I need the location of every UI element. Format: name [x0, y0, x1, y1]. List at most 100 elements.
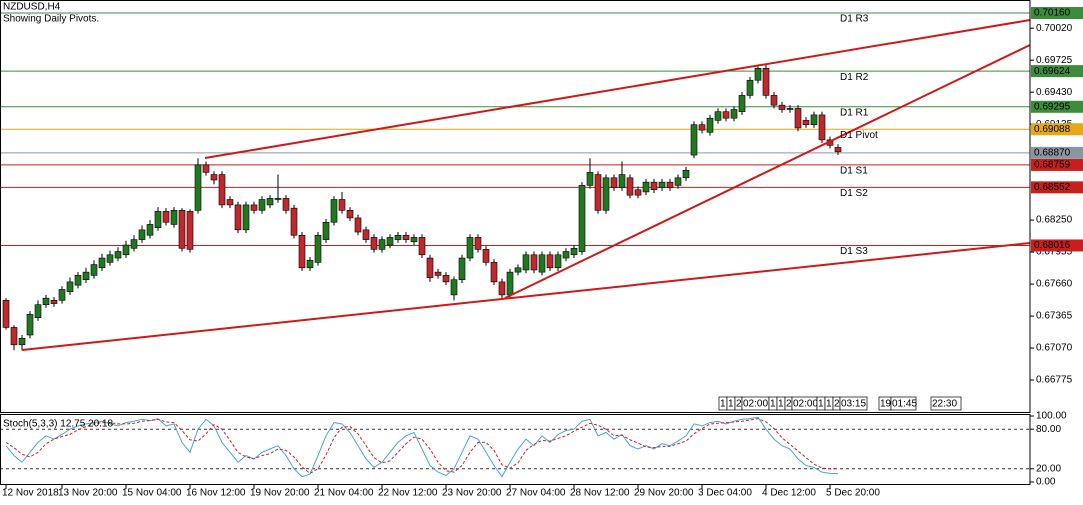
candle-body [2, 300, 10, 328]
session-label: 02:00 [793, 399, 818, 410]
candle-body [178, 210, 186, 249]
candle-body [386, 237, 394, 246]
candle-body [218, 174, 226, 206]
x-tick-label: 29 Nov 20:00 [634, 488, 694, 499]
candle-body [482, 249, 490, 263]
x-tick-label: 15 Nov 04:00 [122, 488, 182, 499]
candle-body [514, 267, 522, 273]
candle-body [530, 254, 538, 271]
pivot-price-label: 0.69624 [1034, 66, 1071, 77]
y-tick-label: 0.67660 [1036, 279, 1073, 290]
y-tick-label: 80.00 [1036, 424, 1061, 435]
candle-body [242, 204, 250, 231]
pivot-price-box [1031, 7, 1083, 20]
candle-body [410, 237, 418, 243]
candle-body [506, 271, 514, 296]
candle-body [738, 95, 746, 112]
candle-body [770, 95, 778, 106]
candle-body [18, 337, 26, 346]
session-label: 2 [736, 399, 742, 410]
candle-body [562, 251, 570, 259]
candle-body [146, 224, 154, 236]
candle-body [234, 204, 242, 231]
chart-title: NZDUSD,H4 [3, 2, 61, 13]
candle-body [778, 104, 786, 110]
candle-body [34, 304, 42, 318]
candle-body [674, 177, 682, 186]
candle-body [578, 185, 586, 252]
trendline [504, 44, 1031, 299]
x-tick-label: 4 Dec 12:00 [762, 488, 816, 499]
candle-body [298, 234, 306, 269]
candle-body [586, 172, 594, 186]
candle-body [658, 181, 666, 188]
candle-body [122, 244, 130, 256]
candle-body [346, 210, 354, 219]
stoch-line [5, 416, 839, 478]
candle-body [450, 279, 458, 296]
session-label: 1 [818, 399, 824, 410]
pivot-price-box [1031, 181, 1083, 194]
y-tick-label: 0.66775 [1036, 375, 1073, 386]
y-tick-label: 0.69725 [1036, 55, 1073, 66]
x-tick-label: 12 Nov 2018 [2, 488, 59, 499]
candle-body [802, 120, 810, 125]
candle-body [442, 275, 450, 283]
y-tick-label: 0.00 [1036, 477, 1056, 488]
candle-body [490, 262, 498, 283]
candle-body [362, 229, 370, 240]
session-label: 1 [826, 399, 832, 410]
candle-body [626, 177, 634, 196]
stoch-line [5, 418, 839, 475]
stoch-frame [0, 414, 1031, 485]
levels-layer [0, 12, 1034, 483]
candle-body [170, 210, 178, 225]
candle-body [602, 177, 610, 211]
pivot-price-box [1031, 65, 1083, 78]
pivot-name: D1 R3 [840, 14, 869, 25]
candle-body [210, 174, 218, 181]
candle-body [402, 234, 410, 240]
candles-layer [2, 65, 842, 478]
candle-body [338, 199, 346, 211]
candle-body [98, 257, 106, 269]
candle-body [538, 254, 546, 273]
session-label: 1 [778, 399, 784, 410]
pivot-price-box [1031, 239, 1083, 252]
candle-body [290, 207, 298, 236]
candle-body [282, 198, 290, 211]
candle-body [474, 237, 482, 250]
candle-body [26, 314, 34, 336]
candle-body [50, 300, 58, 304]
candle-body [58, 289, 66, 301]
candle-body [226, 199, 234, 206]
x-tick-label: 3 Dec 04:00 [698, 488, 752, 499]
pivot-price-label: 0.68016 [1034, 240, 1071, 251]
candle-body [682, 169, 690, 179]
trendline [204, 19, 1031, 159]
candle-body [546, 254, 554, 269]
candle-body [594, 174, 602, 211]
session-label: 2 [786, 399, 792, 410]
candle-body [650, 181, 658, 191]
candle-body [106, 254, 114, 263]
candle-body [554, 254, 562, 269]
y-tick-label: 0.67955 [1036, 247, 1073, 258]
main-frame [0, 0, 1031, 413]
y-tick-label: 0.70020 [1036, 23, 1073, 34]
candle-body [154, 211, 162, 228]
x-tick-label: 21 Nov 04:00 [314, 488, 374, 499]
candle-body [378, 239, 386, 250]
candle-body [10, 327, 18, 346]
candle-body [130, 239, 138, 249]
candle-body [314, 234, 322, 263]
candle-body [730, 109, 738, 119]
candle-body [306, 259, 314, 269]
candle-body [162, 211, 170, 223]
y-tick-label: 20.00 [1036, 463, 1061, 474]
candle-body [794, 108, 802, 129]
candle-body [698, 124, 706, 131]
candle-body [570, 247, 578, 256]
